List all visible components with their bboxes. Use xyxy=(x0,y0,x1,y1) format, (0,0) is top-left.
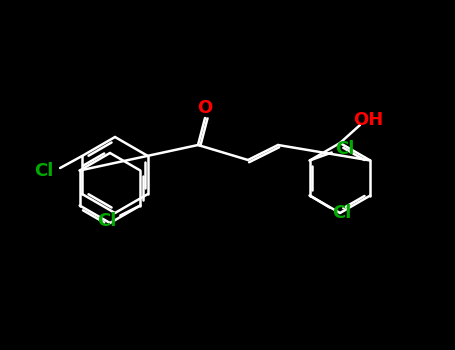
Text: OH: OH xyxy=(353,111,383,129)
Text: Cl: Cl xyxy=(98,211,117,230)
Text: Cl: Cl xyxy=(332,203,351,222)
Text: Cl: Cl xyxy=(35,162,54,180)
Text: O: O xyxy=(197,99,212,117)
Text: Cl: Cl xyxy=(335,140,354,158)
